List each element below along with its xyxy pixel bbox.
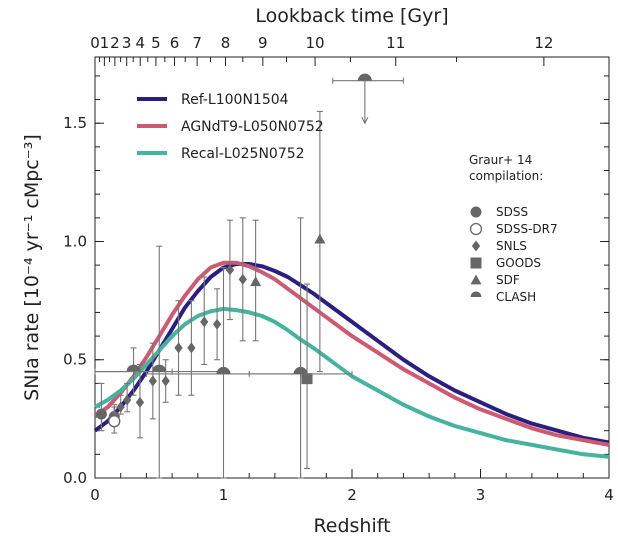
arrow-head — [361, 116, 369, 125]
open-circle-marker — [108, 415, 121, 428]
y-tick-label: 0.0 — [63, 469, 87, 487]
x-tick-label: 2 — [347, 486, 357, 504]
diamond-marker — [225, 264, 235, 276]
data-point-snls — [123, 382, 132, 413]
data-point-sdss — [95, 382, 107, 432]
data-point-snls — [148, 342, 157, 420]
top-tick-label: 12 — [534, 34, 553, 52]
data-point-snls — [135, 363, 145, 439]
triangle-marker — [314, 233, 326, 244]
top-tick-label: 2 — [110, 34, 120, 52]
open-circle-marker — [469, 222, 483, 236]
top-tick-label: 11 — [386, 34, 405, 52]
data-point-clash — [145, 266, 302, 479]
x-axis-label: Redshift — [313, 515, 390, 537]
half-circle-marker — [357, 73, 372, 81]
data-point-snls — [161, 359, 170, 403]
diamond-marker — [238, 273, 247, 285]
data-point-snls — [116, 394, 125, 415]
top-tick-label: 3 — [122, 34, 132, 52]
diamond-marker — [212, 318, 222, 330]
square-marker — [301, 373, 313, 385]
triangle-marker — [250, 276, 262, 287]
data-point-clash — [94, 245, 225, 479]
data-point-sdss-dr7 — [108, 406, 121, 434]
diamond-marker — [187, 342, 196, 354]
half-circle-marker — [293, 366, 308, 374]
x-tick-label: 0 — [90, 486, 100, 504]
x-tick-label: 1 — [219, 486, 229, 504]
axes: 0 1 2 3 40.00.51.01.50 1 2 3 4 5 6 7 8 9 10 11 12Redshif… — [21, 5, 614, 537]
top-tick-label: 9 — [258, 34, 268, 52]
legend-label-2: Recal-L025N0752 — [181, 146, 305, 162]
data-point-snls — [200, 276, 209, 366]
obs-legend-header: Graur+ 14 — [469, 153, 532, 167]
data-point-goods — [301, 283, 313, 470]
data-point-sdf — [314, 110, 326, 373]
legend-label-0: Ref-L100N1504 — [181, 92, 289, 108]
data-point-sdf — [250, 219, 262, 342]
diamond-marker — [174, 342, 183, 354]
top-tick-label: 10 — [306, 34, 325, 52]
diamond-marker — [148, 375, 157, 387]
circle-marker — [95, 408, 107, 420]
diamond-marker — [471, 240, 481, 252]
obs-legend-label: CLASH — [496, 290, 536, 304]
legend: Ref-L100N1504 AGNdT9-L050N0752 Recal-L025N… — [137, 92, 558, 304]
half-circle-marker — [126, 364, 141, 372]
diamond-marker — [200, 316, 209, 328]
obs-legend-label: SDSS — [496, 205, 528, 219]
data-point-clash — [332, 73, 404, 125]
data-point-snls — [225, 219, 235, 321]
triangle-marker — [470, 274, 482, 285]
data-point-snls — [212, 288, 222, 361]
top-tick-label: 7 — [192, 34, 202, 52]
half-circle-marker — [216, 366, 231, 374]
obs-legend-label: SDSS-DR7 — [496, 222, 558, 236]
half-circle-marker — [470, 291, 482, 297]
data-point-snls — [238, 217, 247, 342]
half-circle-marker — [152, 364, 167, 372]
data-point-clash — [248, 217, 353, 479]
circle-marker — [470, 206, 482, 218]
obs-legend-label: SNLS — [496, 239, 527, 253]
top-axis-label: Lookback time [Gyr] — [255, 5, 448, 27]
y-tick-label: 1.5 — [63, 114, 87, 132]
data-point-snls — [187, 300, 196, 396]
obs-legend-header: compilation: — [469, 169, 543, 183]
y-tick-label: 0.5 — [63, 351, 87, 369]
obs-legend-label: GOODS — [496, 256, 541, 270]
top-tick-label: 0 — [90, 34, 100, 52]
obs-legend-label: SDF — [496, 273, 520, 287]
top-tick-label: 6 — [170, 34, 180, 52]
top-tick-label: 1 — [100, 34, 110, 52]
diamond-marker — [123, 394, 132, 406]
y-axis-label: SNIa rate [10⁻⁴ yr⁻¹ cMpc⁻³] — [21, 134, 43, 401]
observations — [94, 73, 404, 479]
top-tick-label: 5 — [151, 34, 161, 52]
legend-label-1: AGNdT9-L050N0752 — [181, 119, 324, 135]
y-tick-label: 1.0 — [63, 232, 87, 250]
data-point-snls — [174, 300, 183, 396]
top-tick-label: 4 — [135, 34, 145, 52]
x-tick-label: 3 — [476, 486, 486, 504]
diamond-marker — [161, 375, 170, 387]
square-marker — [470, 257, 482, 269]
diamond-marker — [116, 401, 125, 413]
diamond-marker — [135, 396, 145, 408]
x-tick-label: 4 — [604, 486, 614, 504]
top-tick-label: 8 — [221, 34, 231, 52]
